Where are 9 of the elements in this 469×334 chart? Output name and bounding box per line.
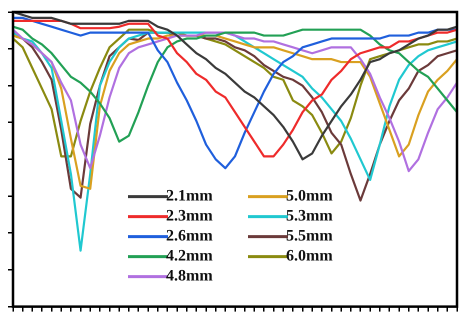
legend-label: 4.8mm xyxy=(166,268,214,285)
legend-label: 2.1mm xyxy=(166,188,214,205)
legend-label: 6.0mm xyxy=(286,248,334,265)
legend-label: 2.6mm xyxy=(166,228,214,245)
legend-label: 4.2mm xyxy=(166,248,214,265)
legend-label: 5.3mm xyxy=(286,208,334,225)
legend-label: 5.0mm xyxy=(286,188,334,205)
legend-label: 2.3mm xyxy=(166,208,214,225)
legend-label: 5.5mm xyxy=(286,228,334,245)
